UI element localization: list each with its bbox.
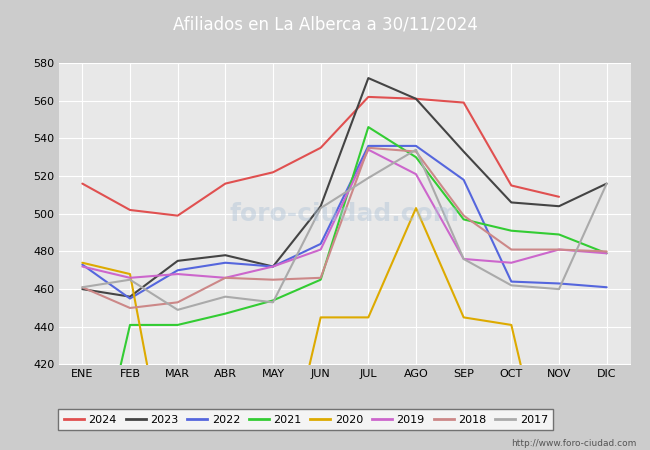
Legend: 2024, 2023, 2022, 2021, 2020, 2019, 2018, 2017: 2024, 2023, 2022, 2021, 2020, 2019, 2018… — [58, 409, 553, 430]
Text: Afiliados en La Alberca a 30/11/2024: Afiliados en La Alberca a 30/11/2024 — [172, 16, 478, 34]
Text: http://www.foro-ciudad.com: http://www.foro-ciudad.com — [512, 439, 637, 448]
Text: foro-ciudad.com: foro-ciudad.com — [229, 202, 460, 226]
